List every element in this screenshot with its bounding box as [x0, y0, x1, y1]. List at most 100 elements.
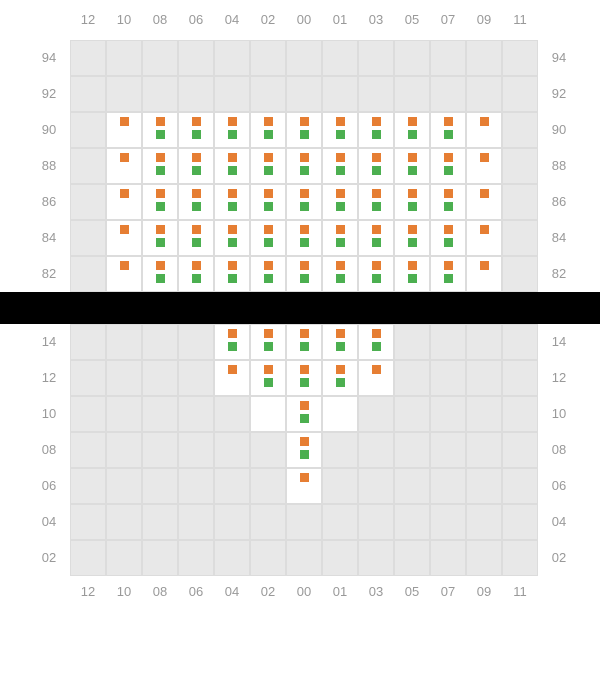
- panel1-cell: [394, 220, 430, 256]
- row-label-left: 88: [34, 158, 64, 173]
- row-label-right: 06: [544, 478, 574, 493]
- panel1-cell: [466, 220, 502, 256]
- panel2-cell: [214, 468, 250, 504]
- green-dot: [264, 274, 273, 283]
- panel1-cell: [106, 220, 142, 256]
- panel2-cell: [214, 432, 250, 468]
- green-dot: [408, 202, 417, 211]
- orange-dot: [300, 437, 309, 446]
- orange-dot: [444, 261, 453, 270]
- orange-dot: [408, 261, 417, 270]
- panel1-cell: [322, 256, 358, 292]
- panel1-cell: [322, 76, 358, 112]
- panel1-cell: [178, 148, 214, 184]
- green-dot: [300, 202, 309, 211]
- orange-dot: [264, 225, 273, 234]
- panel1-cell: [322, 220, 358, 256]
- panel1-cell: [178, 184, 214, 220]
- panel1-cell: [286, 148, 322, 184]
- orange-dot: [228, 225, 237, 234]
- row-label-left: 86: [34, 194, 64, 209]
- panel1-cell: [430, 148, 466, 184]
- orange-dot: [444, 117, 453, 126]
- panel1-cell: [70, 112, 106, 148]
- green-dot: [264, 202, 273, 211]
- green-dot: [444, 202, 453, 211]
- green-dot: [408, 166, 417, 175]
- panel2-cell: [322, 324, 358, 360]
- panel1-cell: [502, 112, 538, 148]
- orange-dot: [120, 189, 129, 198]
- orange-dot: [264, 117, 273, 126]
- row-label-left: 94: [34, 50, 64, 65]
- panel2-cell: [250, 468, 286, 504]
- col-label-top: 02: [253, 12, 283, 27]
- panel2-cell: [142, 432, 178, 468]
- col-label-bottom: 05: [397, 584, 427, 599]
- col-label-top: 10: [109, 12, 139, 27]
- panel2-cell: [286, 360, 322, 396]
- panel2-cell: [106, 432, 142, 468]
- panel1-cell: [142, 256, 178, 292]
- panel2-cell: [70, 468, 106, 504]
- panel2-cell: [358, 324, 394, 360]
- panel2-cell: [502, 324, 538, 360]
- orange-dot: [480, 189, 489, 198]
- green-dot: [192, 238, 201, 247]
- panel1-cell: [358, 112, 394, 148]
- panel1-cell: [70, 256, 106, 292]
- panel2-cell: [466, 324, 502, 360]
- panel1-cell: [214, 112, 250, 148]
- orange-dot: [480, 117, 489, 126]
- orange-dot: [408, 117, 417, 126]
- orange-dot: [264, 365, 273, 374]
- green-dot: [228, 202, 237, 211]
- panel1-cell: [286, 76, 322, 112]
- row-label-right: 08: [544, 442, 574, 457]
- panel1-cell: [106, 148, 142, 184]
- col-label-bottom: 08: [145, 584, 175, 599]
- orange-dot: [444, 153, 453, 162]
- panel2-cell: [322, 432, 358, 468]
- orange-dot: [408, 153, 417, 162]
- panel1-cell: [286, 40, 322, 76]
- panel1-cell: [466, 76, 502, 112]
- panel2-cell: [214, 396, 250, 432]
- green-dot: [372, 274, 381, 283]
- green-dot: [192, 274, 201, 283]
- panel2-cell: [142, 468, 178, 504]
- orange-dot: [192, 153, 201, 162]
- panel1-cell: [502, 148, 538, 184]
- green-dot: [336, 342, 345, 351]
- panel2-cell: [502, 360, 538, 396]
- panel1-cell: [502, 256, 538, 292]
- panel1-cell: [286, 184, 322, 220]
- panel1-cell: [214, 76, 250, 112]
- orange-dot: [480, 261, 489, 270]
- panel1-cell: [430, 184, 466, 220]
- panel2-cell: [502, 540, 538, 576]
- row-label-left: 06: [34, 478, 64, 493]
- green-dot: [228, 166, 237, 175]
- panel1-cell: [358, 184, 394, 220]
- green-dot: [264, 166, 273, 175]
- green-dot: [264, 378, 273, 387]
- col-label-bottom: 07: [433, 584, 463, 599]
- row-label-right: 12: [544, 370, 574, 385]
- panel2-cell: [322, 468, 358, 504]
- orange-dot: [192, 189, 201, 198]
- panel1-cell: [70, 148, 106, 184]
- orange-dot: [408, 225, 417, 234]
- panel1-cell: [142, 220, 178, 256]
- orange-dot: [336, 261, 345, 270]
- panel2-cell: [358, 360, 394, 396]
- panel1-cell: [70, 220, 106, 256]
- row-label-left: 02: [34, 550, 64, 565]
- row-label-right: 10: [544, 406, 574, 421]
- orange-dot: [480, 225, 489, 234]
- green-dot: [228, 130, 237, 139]
- panel2-cell: [214, 504, 250, 540]
- panel1-cell: [106, 112, 142, 148]
- orange-dot: [228, 329, 237, 338]
- panel1-cell: [286, 112, 322, 148]
